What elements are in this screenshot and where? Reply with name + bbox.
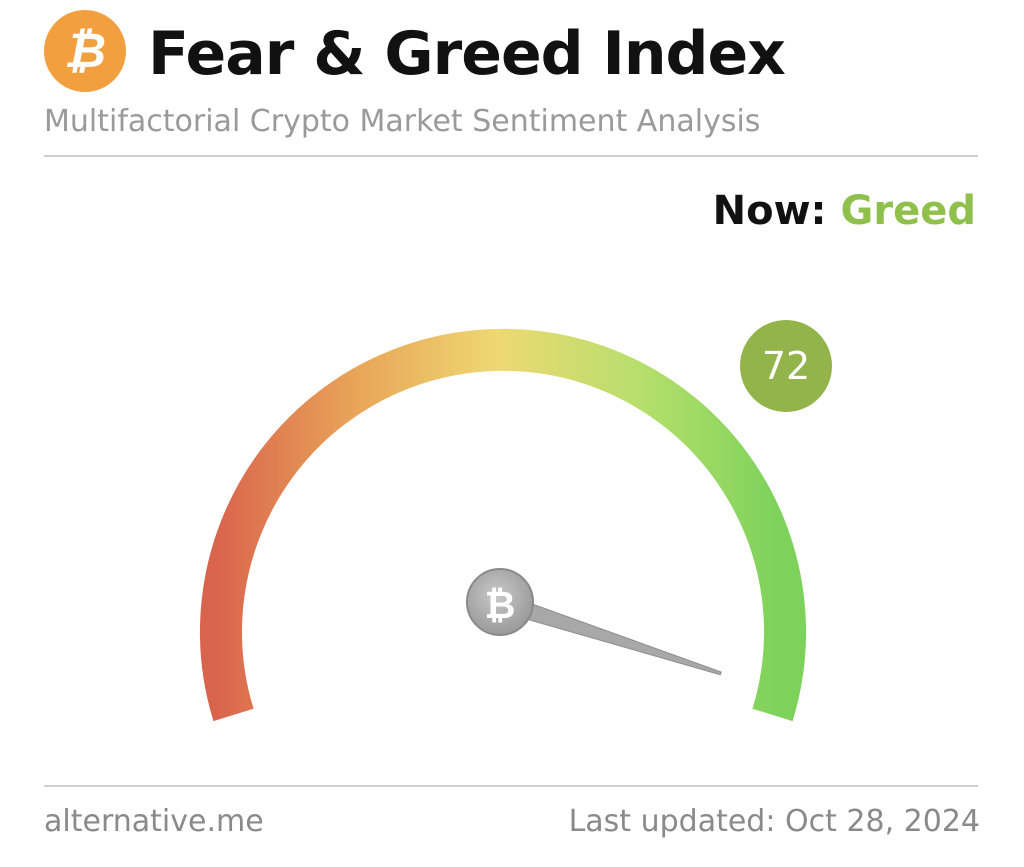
current-sentiment: Now: Greed	[713, 184, 976, 238]
now-label: Now:	[712, 188, 827, 234]
gauge-arc	[200, 328, 806, 722]
svg-text:₿: ₿	[64, 23, 106, 79]
footer-divider	[44, 785, 978, 787]
bitcoin-logo: ₿	[44, 10, 126, 92]
source-link[interactable]: alternative.me	[44, 804, 264, 839]
now-value: Greed	[840, 188, 976, 234]
page-subtitle: Multifactorial Crypto Market Sentiment A…	[44, 104, 761, 139]
hub-bitcoin-icon: ₿	[485, 583, 516, 627]
header-divider	[44, 155, 978, 157]
page-title: Fear & Greed Index	[148, 19, 786, 89]
bitcoin-icon: ₿	[64, 23, 106, 79]
gauge-hub	[466, 568, 534, 636]
last-updated: Last updated: Oct 28, 2024	[568, 804, 980, 839]
gauge-value-badge: 72	[740, 320, 832, 412]
